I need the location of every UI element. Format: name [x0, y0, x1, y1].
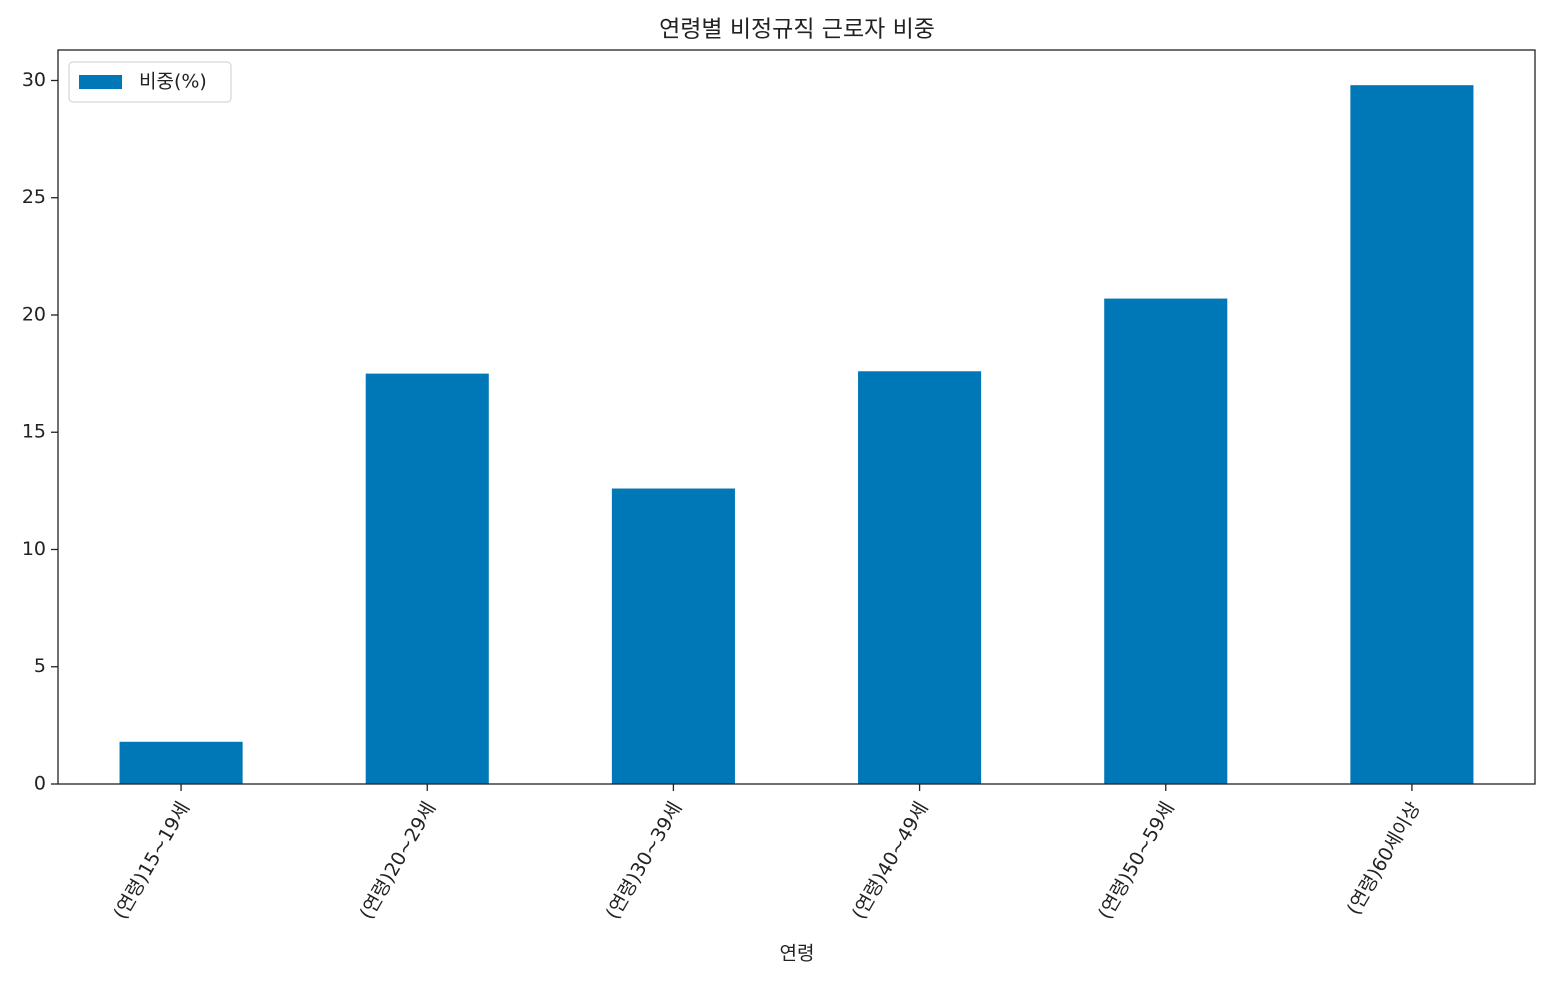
x-tick-label: (연령)60세이상	[1343, 798, 1425, 918]
bar	[365, 373, 489, 784]
y-tick-label: 5	[34, 655, 46, 677]
bar	[1104, 298, 1228, 784]
bar	[119, 741, 243, 784]
x-tick-label: (연령)20~29세	[356, 798, 441, 923]
legend-label: 비중(%)	[139, 71, 207, 93]
y-tick-label: 20	[22, 303, 46, 325]
chart-title: 연령별 비정규직 근로자 비중	[659, 17, 935, 43]
y-tick-label: 10	[22, 538, 46, 560]
y-tick-label: 25	[22, 186, 46, 208]
bar	[1350, 85, 1474, 784]
y-tick-label: 0	[34, 773, 46, 795]
x-tick-label: (연령)30~39세	[602, 798, 687, 923]
x-tick-label: (연령)15~19세	[109, 798, 194, 923]
y-tick-label: 30	[22, 69, 46, 91]
bar	[858, 371, 982, 784]
x-tick-label: (연령)40~49세	[848, 798, 933, 923]
bar	[611, 488, 735, 784]
legend-box	[68, 61, 232, 103]
x-tick-label: (연령)50~59세	[1094, 798, 1179, 923]
y-tick-label: 15	[22, 421, 46, 443]
x-axis-label: 연령	[780, 943, 815, 965]
plot-frame	[57, 49, 1536, 785]
legend-swatch	[79, 75, 122, 89]
